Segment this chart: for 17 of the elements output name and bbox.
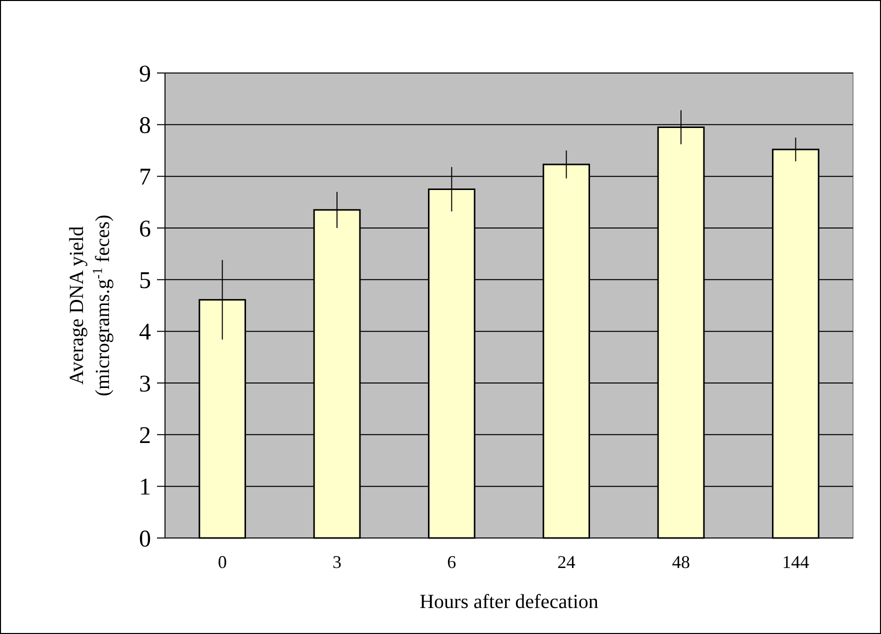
x-tick-label: 24 [557,552,576,572]
y-tick-label: 4 [139,320,151,346]
y-tick-label: 8 [139,113,151,140]
x-tick-label: 3 [332,552,342,572]
y-tick-label: 5 [139,268,151,294]
y-tick-label: 2 [139,423,151,450]
y-tick-label: 7 [139,164,151,191]
y-tick-label: 9 [139,61,151,88]
x-axis-title: Hours after defecation [420,591,598,613]
x-tick-label: 6 [447,552,456,572]
y-tick-label: 0 [139,526,151,552]
x-tick-label: 48 [672,552,690,572]
y-tick-label: 6 [139,216,151,242]
y-tick-label: 3 [139,371,151,398]
x-tick-label: 0 [218,552,227,572]
y-tick-label: 1 [139,474,151,501]
x-tick-label: 144 [782,552,810,572]
